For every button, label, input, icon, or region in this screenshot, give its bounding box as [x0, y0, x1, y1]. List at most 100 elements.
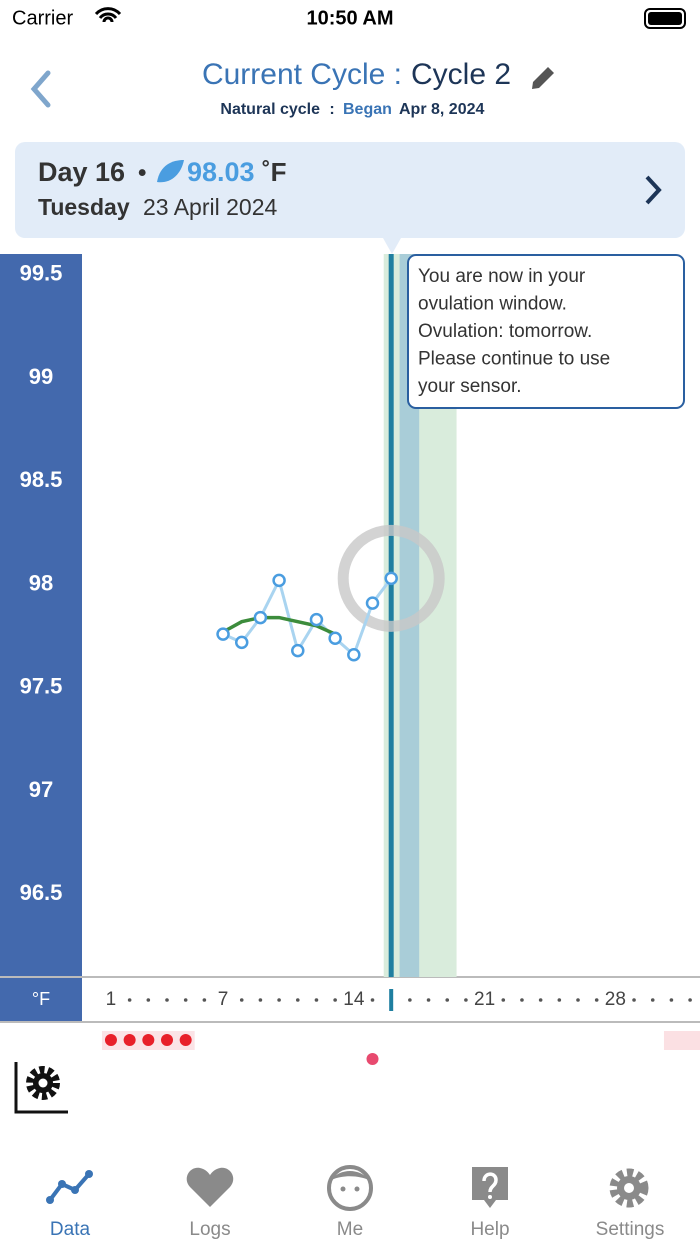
- me-icon: [327, 1165, 373, 1211]
- day-label: Day 16: [38, 157, 125, 187]
- day-dot: [165, 998, 169, 1002]
- period-dot: [123, 1034, 136, 1046]
- temperature-unit: ˚F: [262, 157, 287, 187]
- edit-button[interactable]: [532, 67, 554, 89]
- carrier: Carrier: [12, 7, 73, 29]
- temperature-point: [347, 647, 361, 662]
- x-tick-label: 1: [106, 989, 117, 1010]
- data-icon: [58, 1180, 66, 1188]
- day-dot: [295, 998, 300, 1002]
- y-tick-label: 97: [29, 777, 53, 802]
- card-pointer: [383, 238, 401, 254]
- help-icon: [488, 1195, 492, 1199]
- data-icon: [48, 1172, 91, 1202]
- date: 23 April 2024: [143, 194, 277, 220]
- settings-icon: [624, 1183, 634, 1193]
- day-dot: [650, 998, 655, 1002]
- next-day-button[interactable]: [645, 175, 662, 205]
- y-tick-label: 98: [29, 570, 53, 595]
- day-dot: [538, 998, 543, 1002]
- tab-label[interactable]: Data: [50, 1219, 91, 1240]
- tab-label[interactable]: Me: [337, 1219, 363, 1240]
- tooltip-line: ovulation window.: [418, 294, 567, 315]
- began-label: Began: [343, 101, 392, 118]
- next-period: [663, 1031, 700, 1050]
- log-marker: [366, 1053, 379, 1065]
- x-tick-label: 28: [605, 989, 626, 1010]
- chart-settings-frame: [14, 1062, 68, 1114]
- y-tick-label: 99: [29, 364, 53, 389]
- day-dot: [183, 998, 188, 1002]
- y-axis-panel: [0, 254, 82, 1021]
- day-dot: [333, 998, 337, 1002]
- y-tick-label: 97.5: [20, 674, 63, 699]
- separator: :: [329, 101, 334, 118]
- sensor-icon: [157, 160, 184, 183]
- tab-label[interactable]: Logs: [189, 1219, 230, 1240]
- period-dot: [142, 1034, 155, 1046]
- data-icon: [71, 1186, 79, 1194]
- day-dot: [557, 998, 562, 1002]
- day-dot: [688, 998, 692, 1002]
- day-dot: [370, 998, 375, 1002]
- x-tick-label: 14: [343, 989, 365, 1010]
- temperature-point: [234, 635, 249, 650]
- temperature-point: [384, 571, 398, 586]
- temperature-point: [328, 631, 342, 645]
- tooltip-line: You are now in your: [418, 266, 586, 287]
- temperature-point: [365, 596, 380, 610]
- selected-day-line: [388, 254, 394, 977]
- selected-day-tick: [389, 989, 394, 1011]
- day-dot: [501, 998, 506, 1002]
- title-cycle: Cycle 2: [411, 58, 511, 91]
- temperature: 98.03: [187, 157, 255, 187]
- me-icon: [340, 1186, 346, 1192]
- tooltip-line: your sensor.: [418, 376, 522, 397]
- day-dot: [202, 998, 207, 1002]
- unit-label: °F: [32, 989, 50, 1009]
- day-card[interactable]: [15, 142, 685, 238]
- title-prefix: Current Cycle :: [202, 58, 402, 91]
- y-tick-label: 98.5: [20, 467, 63, 492]
- clock: 10:50 AM: [306, 7, 393, 29]
- tab-label[interactable]: Settings: [596, 1219, 665, 1240]
- back-button[interactable]: [30, 70, 51, 108]
- day-dot: [576, 998, 580, 1002]
- day-dot: [445, 998, 450, 1002]
- period-dot: [161, 1034, 174, 1046]
- day-dot: [314, 998, 319, 1002]
- x-tick-label: 7: [218, 989, 229, 1010]
- tab-label[interactable]: Help: [470, 1219, 509, 1240]
- temperature-point: [291, 643, 305, 658]
- day-dot: [426, 998, 431, 1002]
- logs-icon: [186, 1167, 234, 1207]
- me-icon: [354, 1186, 360, 1192]
- temperature-point: [272, 573, 286, 588]
- data-icon: [85, 1170, 93, 1178]
- day-dot: [520, 998, 524, 1002]
- selection-ring: [337, 524, 445, 632]
- tab-bar: Data Logs Me Help Settings: [46, 1165, 665, 1240]
- temperature-point: [309, 612, 324, 627]
- y-tick-label: 96.5: [20, 880, 63, 905]
- day-dot: [408, 998, 412, 1002]
- me-icon: [331, 1171, 369, 1180]
- chart-settings-button[interactable]: [26, 1066, 60, 1100]
- y-tick-label: 99.5: [20, 260, 63, 285]
- temperature-point: [253, 610, 268, 625]
- day-dot: [258, 998, 263, 1002]
- day-dot: [669, 998, 674, 1002]
- help-icon: [482, 1172, 498, 1193]
- began-date: Apr 8, 2024: [399, 101, 484, 118]
- tooltip-line: Ovulation: tomorrow.: [418, 321, 592, 342]
- bullet: •: [138, 159, 146, 186]
- day-dot: [146, 998, 151, 1002]
- day-dot: [464, 998, 468, 1002]
- cycle-type: Natural cycle: [220, 101, 320, 118]
- day-dot: [127, 998, 132, 1002]
- day-dot: [632, 998, 636, 1002]
- temperature-line: [222, 576, 393, 658]
- tooltip: [407, 254, 685, 409]
- battery-level: [648, 12, 682, 25]
